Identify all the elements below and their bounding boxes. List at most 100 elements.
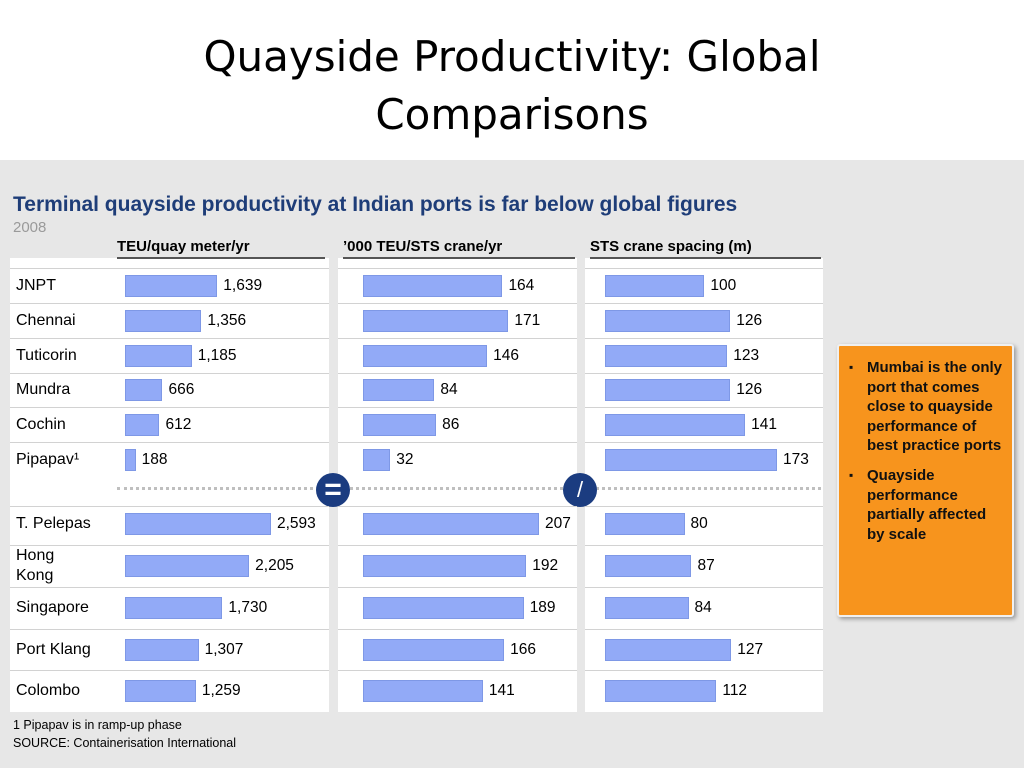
row-separator: [10, 670, 329, 671]
port-label: Cochin: [16, 416, 66, 433]
group-divider: [117, 487, 325, 490]
bar-value-label: 126: [736, 381, 763, 398]
slide-title-line-2: Comparisons: [375, 90, 649, 139]
column-header-crane-spacing: STS crane spacing (m): [590, 238, 821, 259]
bar-value-label: 87: [697, 557, 715, 574]
port-label: Mundra: [16, 381, 71, 398]
group-divider: [590, 487, 821, 490]
port-name-column-background: [10, 258, 329, 712]
bar: [363, 379, 435, 401]
row-separator: [585, 303, 823, 304]
bar: [125, 345, 192, 367]
bar: [605, 310, 731, 332]
bar: [605, 639, 732, 661]
bar-value-label: 173: [783, 451, 809, 468]
bar-value-label: 141: [751, 416, 778, 433]
bar-value-label: 666: [168, 381, 195, 398]
row-separator: [10, 545, 329, 546]
bar: [605, 555, 692, 577]
row-separator: [338, 442, 577, 443]
row-separator: [10, 442, 329, 443]
row-separator: [10, 587, 329, 588]
bar-value-label: 1,639: [223, 277, 263, 294]
bar-value-label: 188: [141, 451, 168, 468]
row-separator: [585, 506, 823, 507]
bar: [605, 513, 685, 535]
bar: [363, 345, 488, 367]
bar: [605, 379, 731, 401]
bar: [125, 275, 218, 297]
bar-value-label: 86: [442, 416, 460, 433]
bar: [363, 639, 505, 661]
bar-value-label: 1,185: [197, 347, 237, 364]
chart-subtitle: Terminal quayside productivity at Indian…: [13, 193, 738, 216]
port-label: Port Klang: [16, 641, 91, 658]
row-separator: [585, 442, 823, 443]
bar-value-label: 2,205: [255, 557, 294, 574]
row-separator: [338, 506, 577, 507]
bar: [605, 449, 777, 471]
bar-value-label: 80: [690, 515, 708, 532]
port-label: JNPT: [16, 277, 56, 294]
crane-spacing-column-background: [585, 258, 823, 712]
bar: [363, 680, 483, 702]
row-separator: [10, 303, 329, 304]
equal-sign-marker: =: [316, 473, 350, 507]
port-label: Chennai: [16, 312, 76, 329]
row-separator: [10, 629, 329, 630]
key-insights-callout: Mumbai is the only port that comes close…: [837, 344, 1014, 617]
bar: [363, 513, 539, 535]
row-separator: [10, 506, 329, 507]
bar-value-label: 189: [529, 599, 556, 616]
bar: [125, 310, 202, 332]
row-separator: [10, 338, 329, 339]
port-label: Singapore: [16, 599, 89, 616]
bar: [363, 555, 527, 577]
port-label: Hong Kong: [16, 547, 55, 584]
bar-value-label: 112: [722, 682, 748, 699]
bar-value-label: 1,307: [204, 641, 244, 658]
port-label: T. Pelepas: [16, 515, 91, 532]
bar-value-label: 32: [396, 451, 414, 468]
bar: [363, 449, 391, 471]
bar: [605, 345, 728, 367]
bar-value-label: 207: [545, 515, 571, 532]
group-divider: [343, 487, 575, 490]
bar-value-label: 171: [514, 312, 541, 329]
column-header-teu-quay-meter: TEU/quay meter/yr: [117, 238, 325, 259]
row-separator: [338, 629, 577, 630]
bar-value-label: 84: [694, 599, 712, 616]
bar-value-label: 100: [710, 277, 737, 294]
row-separator: [585, 373, 823, 374]
bar-value-label: 166: [510, 641, 536, 658]
insight-item: Quayside performance partially affected …: [849, 466, 1004, 544]
bar-value-label: 612: [165, 416, 192, 433]
port-label: Pipapav¹: [16, 451, 80, 468]
row-separator: [585, 338, 823, 339]
row-separator: [10, 373, 329, 374]
bar: [363, 275, 503, 297]
row-separator: [338, 338, 577, 339]
bar-value-label: 84: [440, 381, 458, 398]
bar: [125, 680, 196, 702]
source-note: SOURCE: Containerisation International: [13, 736, 237, 750]
bar-value-label: 123: [733, 347, 760, 364]
bar: [125, 639, 199, 661]
insights-list: Mumbai is the only port that comes close…: [839, 346, 1012, 544]
bar-value-label: 127: [737, 641, 764, 658]
chart-year: 2008: [13, 219, 47, 236]
port-label: Tuticorin: [16, 347, 77, 364]
footnote: 1 Pipapav is in ramp-up phase: [13, 718, 182, 732]
row-separator: [338, 670, 577, 671]
bar: [363, 597, 524, 619]
port-label: Colombo: [16, 682, 81, 699]
bar: [363, 414, 437, 436]
bar-value-label: 1,730: [228, 599, 268, 616]
slide-title-line-1: Quayside Productivity: Global: [203, 32, 821, 81]
bar-value-label: 164: [508, 277, 535, 294]
bar-value-label: 146: [493, 347, 519, 364]
bar: [605, 275, 705, 297]
slash-marker: /: [563, 473, 597, 507]
bar-value-label: 2,593: [277, 515, 316, 532]
bar-value-label: 1,356: [207, 312, 247, 329]
